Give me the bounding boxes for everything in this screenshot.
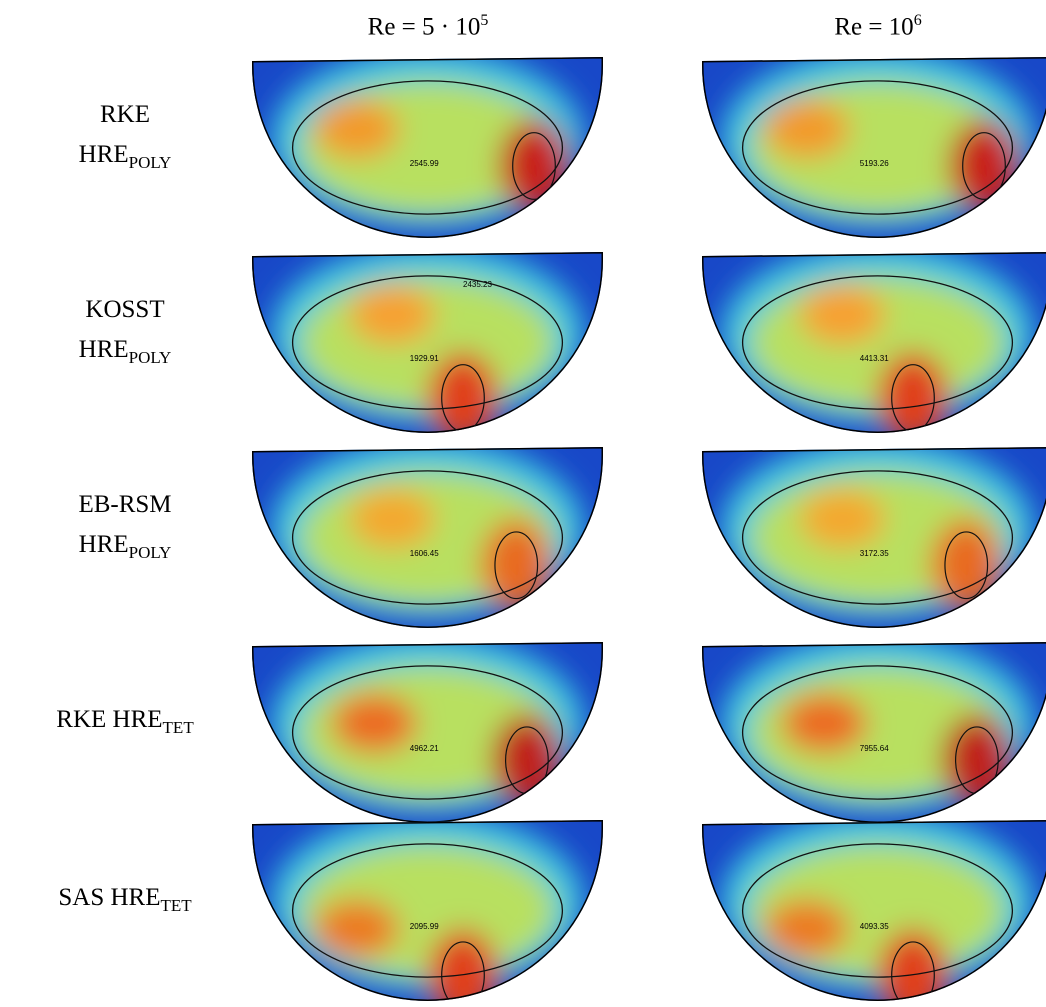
label-line: HRETET xyxy=(112,706,194,737)
label-text: TET xyxy=(162,718,194,737)
header-text: Re = 10 xyxy=(834,13,914,41)
contour-label: 2545.99 xyxy=(410,159,439,168)
contour-plot: 1606.45 xyxy=(252,447,603,628)
row-label: KOSST HREPOLY xyxy=(0,290,250,378)
contour-plot: 7955.64 xyxy=(702,642,1046,823)
contour-plot: 3172.35 xyxy=(702,447,1046,628)
header-sup: 5 xyxy=(480,12,489,29)
column-header: Re = 106 xyxy=(728,12,1028,41)
contour-label: 3172.35 xyxy=(860,549,889,558)
label-text: RKE xyxy=(100,101,150,128)
contour-label: 4413.31 xyxy=(860,354,889,363)
label-text: SAS xyxy=(58,884,105,911)
contour-plot: 4093.35 xyxy=(702,820,1046,1001)
contour-plot: 4962.21 xyxy=(252,642,603,823)
row-label: EB-RSM HREPOLY xyxy=(0,485,250,573)
label-line: HREPOLY xyxy=(0,135,250,183)
label-text: HRE xyxy=(78,531,129,558)
contour-label: 4962.21 xyxy=(410,744,439,753)
label-text: RKE xyxy=(56,706,107,733)
contour-label: 1606.45 xyxy=(410,549,439,558)
contour-plot: 4413.31 xyxy=(702,252,1046,433)
label-text: EB-RSM xyxy=(78,491,172,518)
row-label: RKE HREPOLY xyxy=(0,95,250,183)
label-text: HRE xyxy=(110,884,161,911)
label-line: HREPOLY xyxy=(0,525,250,573)
label-line: HREPOLY xyxy=(0,330,250,378)
contour-label: 2095.99 xyxy=(410,922,439,931)
column-header: Re = 5 · 105 xyxy=(278,12,578,41)
contour-label: 1929.91 xyxy=(410,354,439,363)
label-text: HRE xyxy=(78,141,129,168)
contour-label: 7955.64 xyxy=(860,744,889,753)
label-line: HRETET xyxy=(110,884,191,915)
row-label: RKE HRETET xyxy=(0,700,250,748)
label-text: POLY xyxy=(128,153,172,172)
contour-label: 5193.26 xyxy=(860,159,889,168)
label-text: HRE xyxy=(112,706,163,733)
contour-plot: 5193.26 xyxy=(702,57,1046,238)
row-label: SAS HRETET xyxy=(0,878,250,926)
label-text: KOSST xyxy=(85,296,165,323)
contour-plot: 2545.99 xyxy=(252,57,603,238)
contour-label: 4093.35 xyxy=(860,922,889,931)
contour-plot: 1929.91 2435.23 xyxy=(252,252,603,433)
label-text: POLY xyxy=(128,543,172,562)
header-sup: 6 xyxy=(913,12,922,29)
label-text: TET xyxy=(160,896,192,915)
header-text: Re = 5 · 10 xyxy=(367,13,481,41)
label-text: POLY xyxy=(128,348,172,367)
contour-plot: 2095.99 xyxy=(252,820,603,1001)
contour-label: 2435.23 xyxy=(463,280,492,289)
label-text: HRE xyxy=(78,336,129,363)
